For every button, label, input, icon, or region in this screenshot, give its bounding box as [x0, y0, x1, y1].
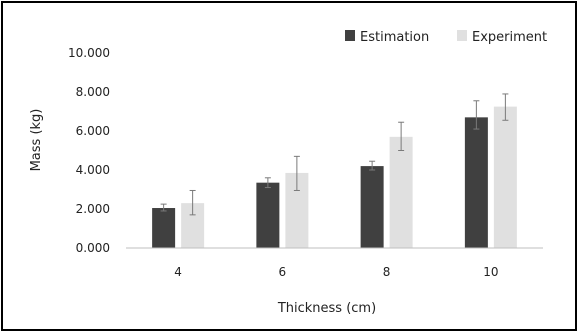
bars — [152, 106, 517, 248]
x-axis-tick-labels: 4 6 8 10 — [174, 265, 498, 279]
y-axis-tick-labels: 0.000 2.000 4.000 6.000 8.000 10.000 — [68, 46, 110, 255]
bar-experiment-6 — [285, 172, 309, 248]
x-tick-label: 4 — [174, 265, 182, 279]
legend: Estimation Experiment — [345, 30, 547, 45]
x-tick-label: 6 — [279, 265, 287, 279]
legend-swatch-estimation — [345, 30, 355, 41]
y-tick-label: 2.000 — [76, 202, 110, 216]
legend-label-experiment: Experiment — [472, 30, 547, 45]
x-tick-label: 10 — [483, 265, 498, 279]
y-tick-label: 6.000 — [76, 124, 110, 138]
y-tick-label: 10.000 — [68, 46, 110, 60]
bar-estimation-6 — [256, 182, 280, 248]
bar-experiment-10 — [493, 106, 517, 248]
y-tick-label: 8.000 — [76, 85, 110, 99]
bar-experiment-4 — [181, 203, 205, 248]
bar-estimation-8 — [360, 166, 384, 248]
x-tick-label: 8 — [383, 265, 391, 279]
error-bars — [160, 93, 509, 216]
y-tick-label: 4.000 — [76, 163, 110, 177]
bar-estimation-10 — [464, 117, 488, 248]
y-tick-label: 0.000 — [76, 241, 110, 255]
bar-experiment-8 — [389, 136, 413, 248]
legend-label-estimation: Estimation — [360, 30, 429, 45]
y-axis-label: Mass (kg) — [29, 109, 44, 172]
x-axis-label: Thickness (cm) — [277, 301, 376, 316]
legend-swatch-experiment — [457, 30, 467, 41]
bar-estimation-4 — [152, 208, 176, 248]
